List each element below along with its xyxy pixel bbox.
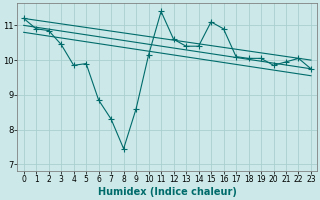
X-axis label: Humidex (Indice chaleur): Humidex (Indice chaleur) <box>98 187 237 197</box>
